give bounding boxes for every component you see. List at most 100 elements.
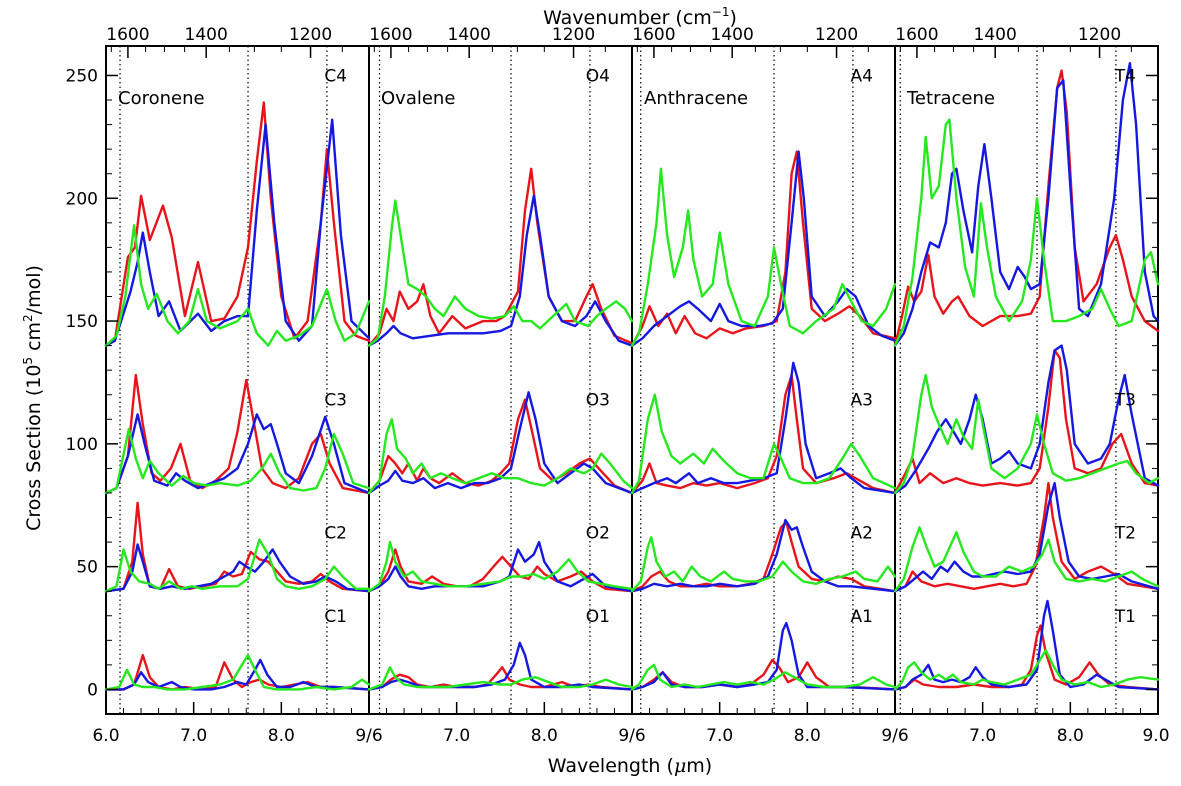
x-tick-label: 7.0 [706, 726, 733, 746]
spectrum-line [104, 427, 371, 495]
x-tick-label: 9/6 [881, 726, 908, 746]
spectrum-line [630, 518, 897, 593]
group-label: A4 [851, 66, 873, 86]
spectrum-line [104, 373, 371, 495]
y-tick-label: 100 [66, 435, 98, 455]
y-tick-label: 250 [66, 66, 98, 86]
panel-ovalene: Ovalene O4 O3 O2 O1 [367, 46, 634, 714]
panel-title: Ovalene [381, 88, 455, 109]
group-label: C3 [324, 391, 347, 411]
y-tick-label: 150 [66, 312, 98, 332]
spectrum-line [104, 653, 371, 691]
top-tick-label: 1600 [632, 25, 675, 45]
spectrum-line [104, 543, 371, 593]
spectrum-line [367, 641, 634, 691]
x-tick-label: 7.0 [180, 726, 207, 746]
spectrum-line [630, 150, 897, 347]
spectrum-line [893, 69, 1160, 347]
y-axis-title-exp2: 2 [21, 314, 35, 322]
top-tick-label: 1400 [974, 25, 1017, 45]
top-tick-label: 1600 [106, 25, 149, 45]
group-label: O4 [586, 66, 610, 86]
y-tick-label: 50 [76, 558, 98, 578]
group-label: T2 [1114, 523, 1136, 543]
spectrum-line [630, 361, 897, 495]
top-tick-label: 1400 [711, 25, 754, 45]
spectrum-line [367, 194, 634, 347]
spectrum-line [367, 540, 634, 593]
panel-title: Tetracene [906, 88, 995, 109]
spectrum-line [893, 599, 1160, 691]
top-axis-title-main: Wavenumber (cm [543, 7, 712, 29]
group-label: O3 [586, 391, 610, 411]
spectrum-line [104, 658, 371, 691]
y-axis-title: Cross Section (105 cm2/mol) [21, 265, 45, 531]
top-axis-title-tail: ) [730, 7, 737, 29]
spectrum-line [104, 413, 371, 495]
spectrum-line [630, 621, 897, 691]
x-tick-label: 8.0 [531, 726, 558, 746]
top-tick-label: 1200 [1078, 25, 1121, 45]
x-axis-title-main: Wavelength ( [548, 755, 674, 777]
spectrum-line [630, 393, 897, 495]
group-label: O2 [586, 523, 610, 543]
top-tick-label: 1200 [289, 25, 332, 45]
spectrum-line [893, 349, 1160, 495]
y-axis-title-mid: cm [23, 322, 45, 357]
panels-layer: Coronene C4 C3 C2 C1 Ovalene O4 O3 O2 O1 Anthracen… [104, 46, 1160, 714]
spectrum-line [104, 224, 371, 347]
top-tick-label: 1400 [448, 25, 491, 45]
spectrum-line [367, 666, 634, 691]
spectrum-line [367, 167, 634, 347]
spectrum-line [367, 199, 634, 347]
group-label: T4 [1114, 66, 1136, 86]
x-axis-title: Wavelength (μm) [548, 755, 712, 777]
top-tick-label: 1200 [552, 25, 595, 45]
panel-anthracene: Anthracene A4 A3 A2 A1 [630, 46, 897, 714]
spectrum-line [367, 548, 634, 593]
x-tick-label: 7.0 [969, 726, 996, 746]
x-tick-label: 8.0 [268, 726, 295, 746]
spectrum-line [630, 150, 897, 347]
x-tick-label: 9.0 [1142, 726, 1169, 746]
panel-title: Anthracene [644, 88, 748, 109]
spectrum-line [893, 62, 1160, 347]
spectrum-line [893, 373, 1160, 495]
panel-title: Coronene [118, 88, 205, 109]
spectrum-line [893, 648, 1160, 691]
spectrum-line [630, 373, 897, 495]
group-label: C4 [324, 66, 347, 86]
group-label: A1 [851, 607, 873, 627]
y-axis-title-exp: 5 [21, 357, 35, 365]
spectrum-line [630, 167, 897, 347]
x-axis-title-mu: μ [674, 755, 686, 777]
group-label: O1 [586, 607, 610, 627]
group-label: T3 [1114, 391, 1136, 411]
x-tick-label: 9/6 [355, 726, 382, 746]
axes-layer: 0 50 100 150 200 250 6.0 7.0 8.0 1600 1400 1200 9/6 7… [66, 25, 1170, 746]
spectrum-line [104, 538, 371, 593]
panel-coronene: Coronene C4 C3 C2 C1 [104, 46, 371, 714]
spectrum-line [367, 391, 634, 495]
top-tick-label: 1600 [895, 25, 938, 45]
top-axis-title: Wavenumber (cm−1) [543, 5, 737, 29]
spectrum-line [893, 344, 1160, 495]
y-tick-label: 200 [66, 189, 98, 209]
spectrum-line [893, 481, 1160, 593]
panel-tetracene: Tetracene T4 T3 T2 T1 [893, 46, 1160, 714]
x-tick-label: 8.0 [794, 726, 821, 746]
spectrum-line [104, 101, 371, 347]
spectrum-line [104, 118, 371, 347]
top-tick-label: 1400 [185, 25, 228, 45]
group-label: T1 [1114, 607, 1136, 627]
top-axis-title-exp: −1 [712, 5, 730, 19]
spectrum-line [893, 526, 1160, 593]
group-label: A3 [851, 391, 873, 411]
spectrum-line [893, 624, 1160, 691]
group-label: A2 [851, 523, 873, 543]
x-tick-label: 9/6 [618, 726, 645, 746]
y-tick-label: 0 [87, 680, 98, 700]
top-tick-label: 1600 [369, 25, 412, 45]
y-axis-title-tail: /mol) [23, 265, 45, 314]
